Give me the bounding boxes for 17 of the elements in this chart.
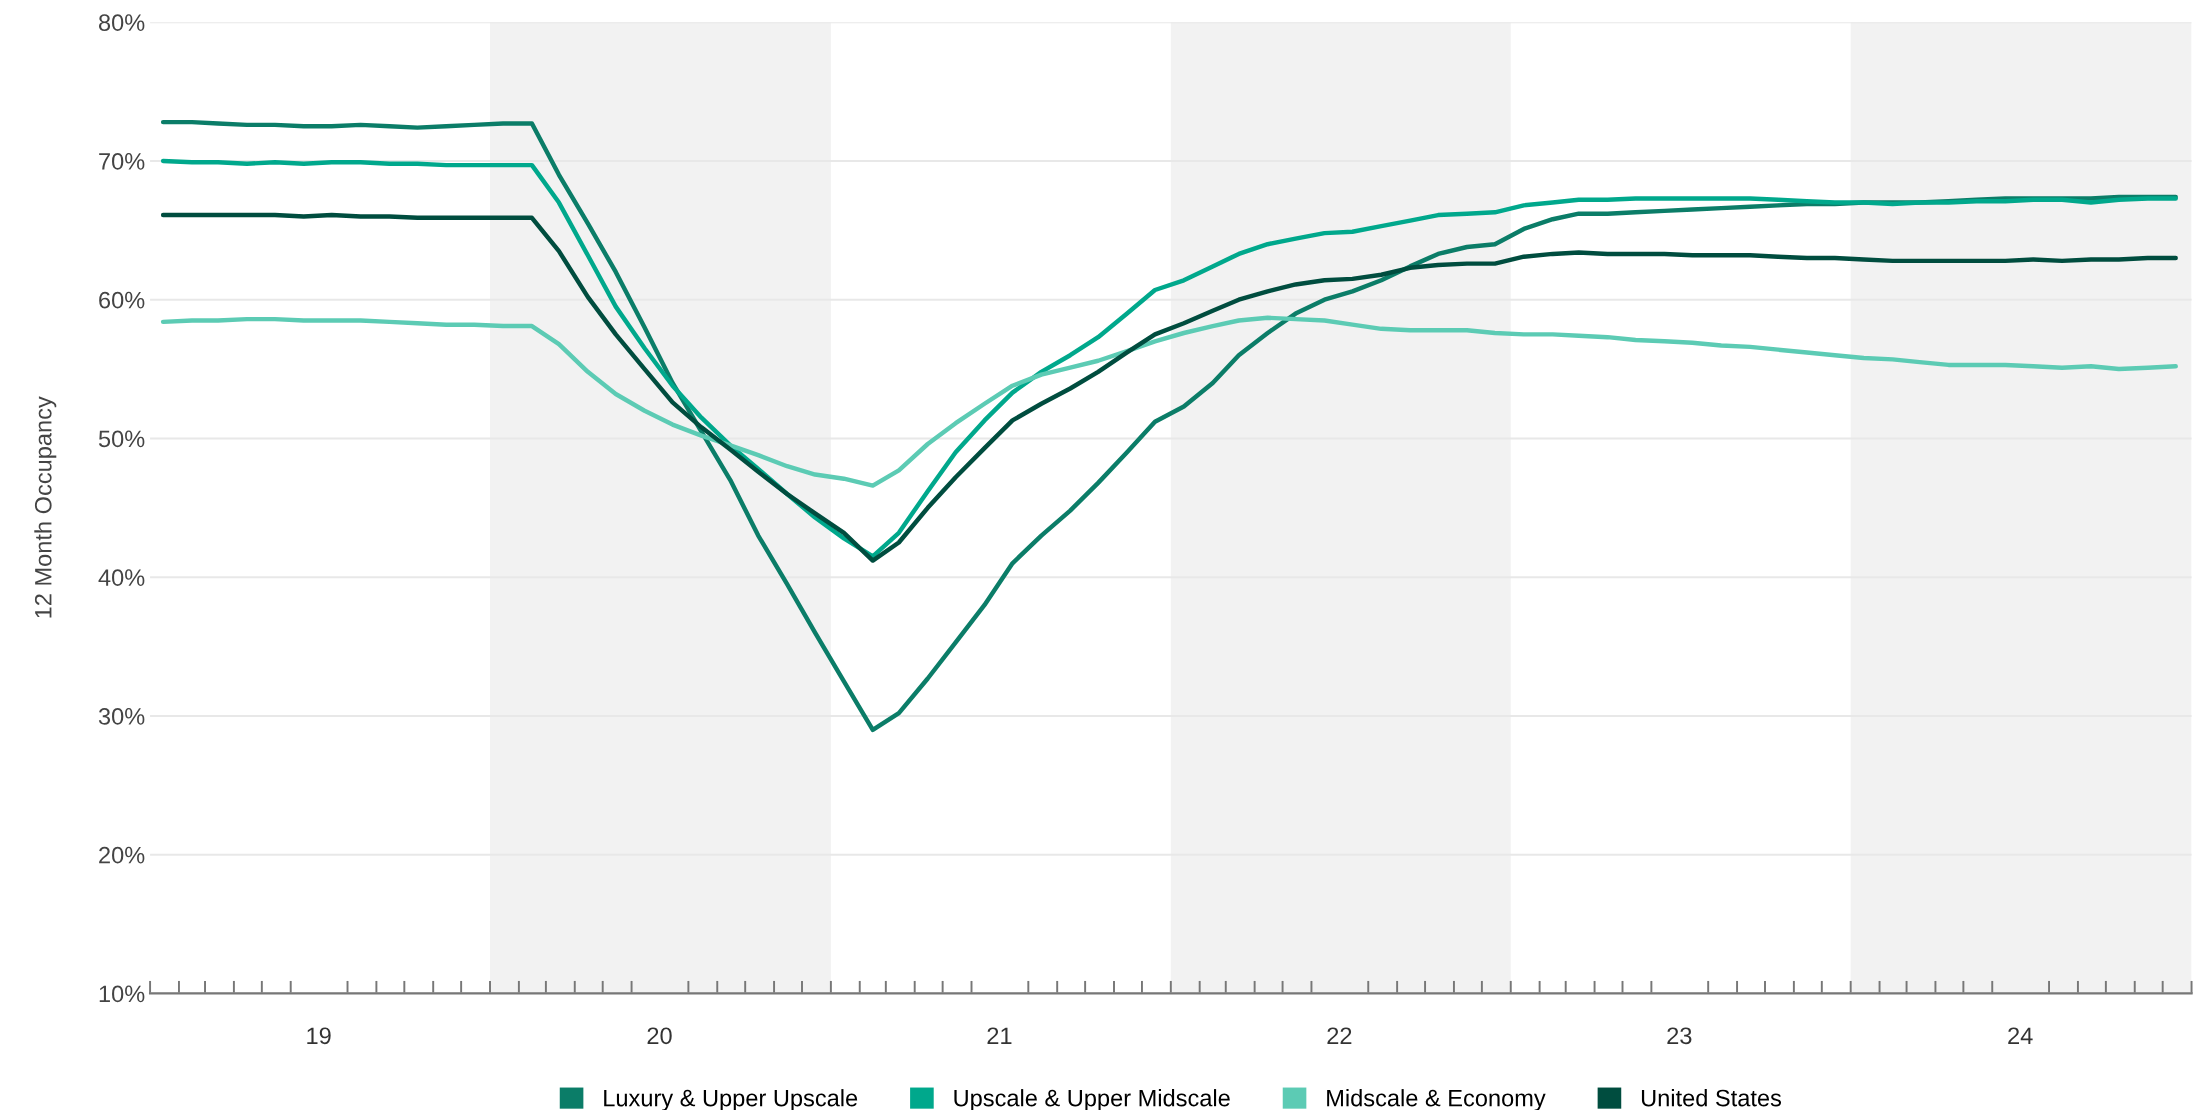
y-tick-label: 20%	[99, 846, 145, 864]
y-tick-label: 50%	[98, 430, 145, 448]
y-tick-label: 60%	[99, 291, 145, 309]
x-tick-label: 19	[307, 1027, 331, 1045]
line-series	[160, 315, 2178, 488]
x-tick-label: 22	[1327, 1027, 1352, 1044]
legend-label: United States	[1641, 1089, 1782, 1107]
y-tick-label: 80%	[98, 14, 145, 31]
x-tick-label: 24	[2008, 1027, 2033, 1044]
y-tick-label: 40%	[98, 569, 145, 586]
y-axis-title: 12 Month Occupancy	[34, 396, 57, 618]
y-tick-label: 30%	[98, 708, 145, 725]
x-tick-label: 23	[1667, 1027, 1692, 1045]
y-tick-label: 70%	[99, 153, 145, 170]
x-tick-label: 21	[987, 1027, 1012, 1044]
x-tick-label: 20	[647, 1027, 672, 1045]
y-tick-label: 10%	[99, 985, 145, 1003]
